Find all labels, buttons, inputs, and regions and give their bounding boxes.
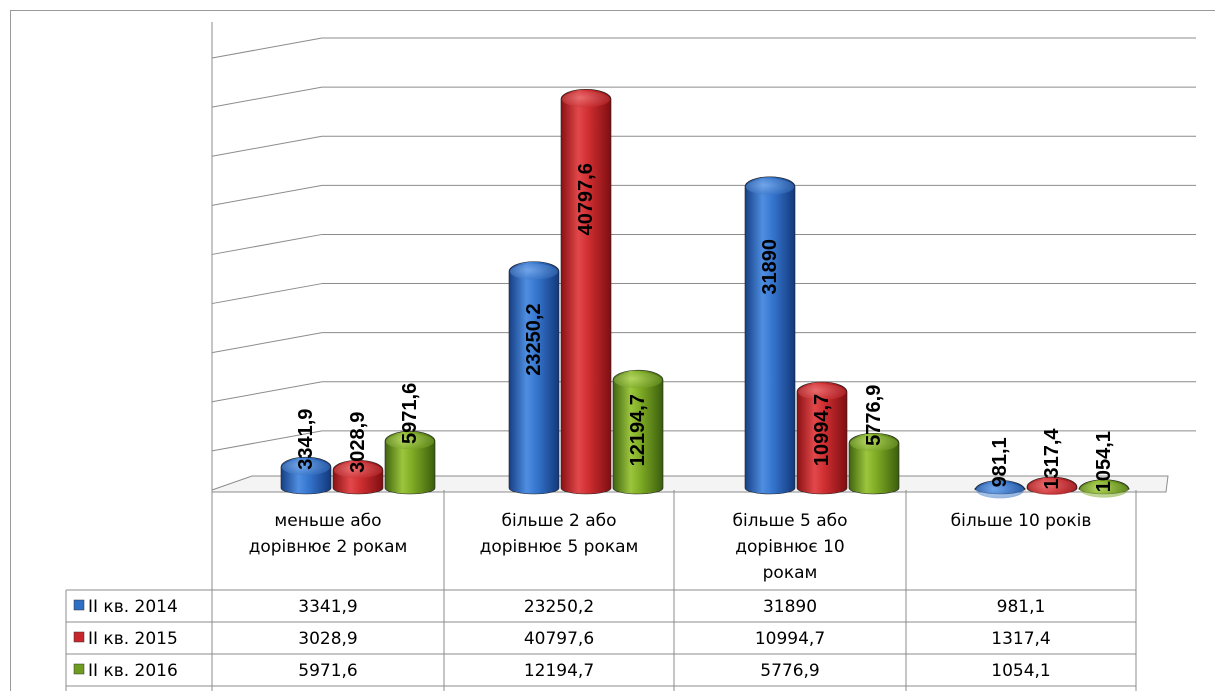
series-name: ІІ кв. 2015	[88, 629, 178, 649]
gridline-diagonal	[211, 184, 323, 206]
bar	[744, 176, 796, 495]
gridline-diagonal	[211, 332, 323, 354]
data-label: 981,1	[989, 437, 1011, 487]
series-name: ІІ кв. 2014	[88, 597, 178, 617]
bar	[974, 480, 1026, 499]
bar-cap	[746, 178, 794, 195]
bar	[332, 459, 384, 495]
table-cell: 10994,7	[755, 629, 825, 649]
data-label: 5971,6	[399, 383, 421, 444]
bar-cap	[1028, 479, 1076, 496]
category-label: дорівнює 10	[735, 537, 844, 557]
bar-cap	[976, 482, 1024, 499]
data-label: 31890	[759, 239, 781, 295]
bar	[612, 369, 664, 495]
category-label: дорівнює 5 рокам	[480, 537, 639, 557]
bar-body	[560, 89, 612, 495]
bar	[1026, 476, 1078, 496]
bar	[560, 89, 612, 495]
gridline-diagonal	[211, 135, 323, 157]
gridline-diagonal	[211, 86, 323, 108]
bar	[508, 261, 560, 495]
bar-body	[744, 176, 796, 495]
legend-key	[73, 663, 85, 675]
data-label: 10994,7	[811, 394, 833, 466]
category-label: більше 5 або	[732, 511, 847, 531]
data-labels-layer: 3341,9 23250,2 31890 981,1 3028,9 40797,6 1099…	[295, 163, 1115, 492]
bar-cap	[562, 91, 610, 108]
bar-cap	[614, 372, 662, 389]
bars-layer	[280, 89, 1130, 499]
category-label: дорівнює 2 рокам	[249, 537, 408, 557]
bar-cap	[798, 384, 846, 401]
table-cell: 23250,2	[524, 597, 594, 617]
category-label: більше 2 або	[501, 511, 616, 531]
table-cell: 31890	[763, 597, 817, 617]
series-name: ІІ кв. 2016	[88, 661, 178, 681]
gridline-diagonal	[211, 233, 323, 255]
bar	[848, 432, 900, 495]
legend-key	[73, 599, 85, 611]
table-cell: 5776,9	[760, 661, 819, 681]
bar-cap	[386, 433, 434, 450]
table-cell: 1317,4	[991, 629, 1050, 649]
table-cell: 12194,7	[524, 661, 594, 681]
category-label: рокам	[763, 563, 818, 583]
data-label: 3028,9	[347, 412, 369, 473]
table-cell: 3341,9	[298, 597, 357, 617]
legend-key	[73, 631, 85, 643]
data-label: 40797,6	[575, 163, 597, 235]
data-label: 12194,7	[627, 394, 649, 466]
bar-cap	[1080, 481, 1128, 498]
bar-cap	[510, 263, 558, 280]
bar	[796, 381, 848, 495]
bar-body	[508, 261, 560, 495]
bar-body	[612, 369, 664, 495]
bar-cap	[282, 459, 330, 476]
bar-cap	[850, 435, 898, 452]
data-table: меньше або дорівнює 2 рокам більше 2 або до…	[65, 490, 1137, 691]
bar-body	[796, 381, 848, 495]
bar-cap	[334, 462, 382, 479]
cropped-text-fragment	[0, 0, 240, 12]
data-label: 3341,9	[295, 409, 317, 470]
category-label: меньше або	[274, 511, 381, 531]
gridline-diagonal	[211, 37, 323, 59]
data-label: 23250,2	[523, 303, 545, 375]
table-cell: 40797,6	[524, 629, 594, 649]
table-cell: 981,1	[997, 597, 1046, 617]
data-label: 1054,1	[1093, 431, 1115, 492]
table-cell: 3028,9	[298, 629, 357, 649]
gridline-diagonal	[211, 283, 323, 305]
gridline-diagonal	[211, 381, 323, 403]
category-label: більше 10 років	[951, 511, 1092, 531]
chart-border	[10, 10, 1215, 691]
gridline-diagonal	[211, 430, 323, 452]
bar	[280, 456, 332, 495]
data-label: 5776,9	[863, 385, 885, 446]
table-cell: 5971,6	[298, 661, 357, 681]
data-label: 1317,4	[1041, 428, 1063, 490]
bar	[384, 431, 436, 495]
table-cell: 1054,1	[991, 661, 1050, 681]
bar	[1078, 479, 1130, 498]
